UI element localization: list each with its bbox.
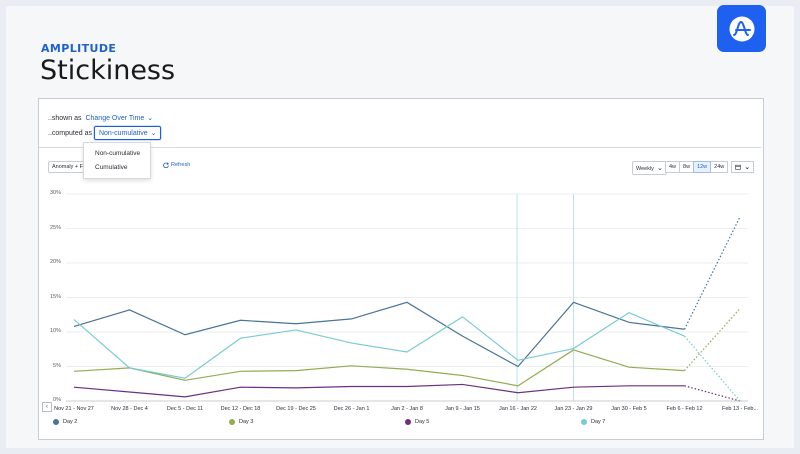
legend-label: Day 5 (415, 419, 430, 425)
legend-item[interactable]: Day 7 (581, 419, 605, 425)
chevron-down-icon: ⌄ (150, 130, 157, 137)
range-buttons: 4w 8w 12w 24w ⌄ (665, 161, 755, 173)
chevron-down-icon: ⌄ (147, 115, 154, 122)
date-picker-button[interactable]: ⌄ (731, 161, 755, 173)
legend-label: Day 7 (591, 419, 606, 425)
shown-as-select[interactable]: Change Over Time ⌄ (85, 114, 153, 122)
anomaly-label: Anomaly + Fo (52, 164, 87, 170)
refresh-button[interactable]: Refresh (163, 162, 190, 168)
x-tick-label: Dec 12 - Dec 18 (220, 406, 261, 412)
y-tick-label: 10% (49, 328, 61, 334)
series-line-day-7[interactable] (73, 312, 685, 379)
refresh-label: Refresh (171, 162, 191, 168)
computed-as-select[interactable]: Non-cumulative ⌄ (93, 126, 162, 140)
legend-dot-icon (405, 419, 411, 425)
legend-item[interactable]: Day 2 (53, 419, 77, 425)
legend-dot-icon (581, 419, 587, 425)
computed-as-value: Non-cumulative (98, 130, 148, 137)
x-tick-label: Feb 13 - Feb... (721, 406, 759, 412)
series-line-incomplete-day-7 (684, 335, 741, 402)
computed-as-label: ..computed as (48, 129, 92, 137)
shown-as-value: Change Over Time (85, 115, 145, 122)
dropdown-option-non-cumulative[interactable]: Non-cumulative (95, 150, 141, 157)
legend-label: Day 2 (63, 419, 78, 425)
chart-panel: ..shown as Change Over Time ⌄ ..computed … (38, 98, 764, 440)
legend-dot-icon (53, 419, 59, 425)
x-tick-label: Nov 21 - Nov 27 (54, 406, 94, 412)
page-title: Stickiness (40, 55, 176, 86)
x-tick-label: Nov 28 - Dec 4 (111, 406, 148, 412)
x-tick-label: Jan 23 - Jan 29 (554, 406, 593, 412)
series-line-incomplete-day-2 (683, 216, 741, 330)
chevron-left-icon[interactable]: ‹ (42, 402, 52, 412)
x-tick-label: Feb 6 - Feb 12 (666, 406, 703, 412)
dropdown-option-cumulative[interactable]: Cumulative (95, 164, 128, 171)
x-tick-label: Jan 9 - Jan 15 (445, 406, 480, 412)
y-tick-label: 20% (49, 259, 61, 265)
series-line-day-2[interactable] (73, 301, 685, 368)
x-tick-label: Dec 26 - Jan 1 (333, 406, 370, 412)
controls-bar: ..shown as Change Over Time ⌄ ..computed … (39, 99, 761, 148)
legend-label: Day 3 (239, 419, 254, 425)
y-tick-label: 0% (53, 397, 61, 403)
chevron-down-icon: ⌄ (656, 165, 663, 172)
x-tick-label: Dec 19 - Dec 25 (276, 406, 316, 412)
x-tick-label: Jan 2 - Jan 8 (391, 406, 423, 412)
shown-as-row: ..shown as Change Over Time ⌄ (48, 114, 153, 123)
computed-as-row: ..computed as Non-cumulative ⌄ (48, 126, 162, 140)
legend-dot-icon (229, 419, 235, 425)
series-line-incomplete-day-3 (684, 308, 741, 372)
calendar-icon (735, 164, 741, 170)
computed-as-dropdown: Non-cumulative Cumulative (83, 142, 151, 179)
series-line-incomplete-day-5 (684, 385, 741, 402)
y-tick-label: 30% (49, 190, 61, 196)
x-tick-label: Jan 30 - Feb 5 (611, 406, 647, 412)
interval-label: Weekly (636, 166, 654, 172)
y-tick-label: 25% (49, 224, 61, 231)
y-tick-label: 5% (53, 362, 61, 369)
brand-label: AMPLITUDE (41, 42, 117, 55)
amplitude-logo-icon (717, 5, 766, 52)
refresh-icon (163, 162, 169, 168)
series-line-day-3[interactable] (73, 349, 685, 387)
range-button-12w[interactable]: 12w (693, 161, 712, 173)
y-tick-label: 15% (49, 293, 61, 300)
x-tick-label: Dec 5 - Dec 11 (166, 406, 204, 412)
chevron-down-icon: ⌄ (744, 164, 751, 171)
shown-as-label: ..shown as (48, 114, 82, 122)
legend-item[interactable]: Day 5 (405, 419, 429, 425)
legend-item[interactable]: Day 3 (229, 419, 253, 425)
series-line-day-5[interactable] (73, 383, 685, 398)
x-tick-label: Jan 16 - Jan 22 (499, 406, 537, 412)
